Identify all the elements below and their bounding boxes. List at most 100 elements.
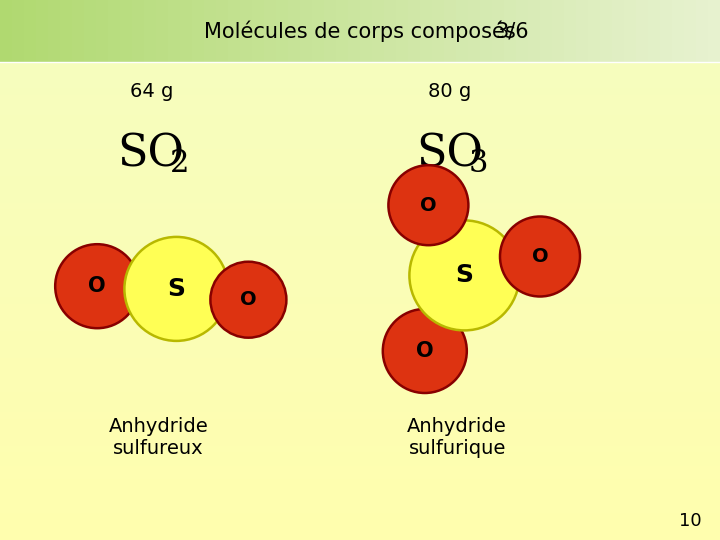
Bar xyxy=(0,14,720,20)
Bar xyxy=(48,0,60,62)
Bar xyxy=(0,115,720,122)
Text: S: S xyxy=(456,264,474,287)
Bar xyxy=(192,0,204,62)
Bar xyxy=(0,209,720,216)
Text: 64 g: 64 g xyxy=(130,82,173,102)
Bar xyxy=(468,0,480,62)
Bar xyxy=(0,222,720,230)
Bar xyxy=(0,513,720,519)
Circle shape xyxy=(210,262,287,338)
Circle shape xyxy=(383,309,467,393)
Bar xyxy=(0,135,720,141)
Bar xyxy=(0,68,720,74)
Bar xyxy=(0,364,720,372)
Bar xyxy=(0,324,720,330)
Bar xyxy=(0,291,720,297)
Bar xyxy=(0,507,720,513)
Bar xyxy=(0,372,720,378)
Circle shape xyxy=(55,244,139,328)
Bar xyxy=(0,168,720,176)
Bar xyxy=(672,0,684,62)
Bar xyxy=(0,216,720,222)
Bar xyxy=(420,0,432,62)
Bar xyxy=(492,0,504,62)
Bar xyxy=(0,534,720,540)
Bar xyxy=(36,0,48,62)
Bar xyxy=(0,330,720,338)
Bar xyxy=(0,418,720,426)
Bar xyxy=(0,384,720,391)
Bar xyxy=(684,0,696,62)
Bar xyxy=(72,0,84,62)
Bar xyxy=(0,526,720,534)
Bar xyxy=(660,0,672,62)
Bar xyxy=(564,0,576,62)
Bar xyxy=(0,202,720,209)
Circle shape xyxy=(410,220,519,330)
Bar xyxy=(0,399,720,405)
Bar xyxy=(0,33,720,40)
Bar xyxy=(312,0,324,62)
Bar xyxy=(0,6,720,14)
Bar xyxy=(552,0,564,62)
Bar xyxy=(636,0,648,62)
Bar xyxy=(204,0,216,62)
Bar xyxy=(0,20,720,27)
Bar xyxy=(336,0,348,62)
Bar xyxy=(120,0,132,62)
Bar xyxy=(456,0,468,62)
Bar xyxy=(0,284,720,291)
Text: 2: 2 xyxy=(169,148,189,179)
Bar xyxy=(84,0,96,62)
Bar xyxy=(0,519,720,526)
Bar xyxy=(0,357,720,364)
Bar xyxy=(12,0,24,62)
Bar xyxy=(360,0,372,62)
Bar xyxy=(24,0,36,62)
Bar xyxy=(0,405,720,411)
Bar xyxy=(0,351,720,357)
Text: O: O xyxy=(416,341,433,361)
Bar xyxy=(0,263,720,270)
Bar xyxy=(540,0,552,62)
Bar xyxy=(0,249,720,256)
Bar xyxy=(0,237,720,243)
Bar xyxy=(0,438,720,445)
Bar xyxy=(0,128,720,135)
Bar xyxy=(0,176,720,183)
Bar xyxy=(576,0,588,62)
Bar xyxy=(600,0,612,62)
Bar xyxy=(108,0,120,62)
Bar xyxy=(0,156,720,162)
Bar xyxy=(384,0,396,62)
Bar xyxy=(372,0,384,62)
Text: 3: 3 xyxy=(468,148,487,179)
Bar xyxy=(144,0,156,62)
Bar xyxy=(0,102,720,108)
Bar xyxy=(0,108,720,115)
Bar xyxy=(156,0,168,62)
Text: 10: 10 xyxy=(680,512,702,530)
Bar xyxy=(180,0,192,62)
Bar xyxy=(0,500,720,507)
Text: 3/6: 3/6 xyxy=(495,21,528,41)
Bar xyxy=(216,0,228,62)
Bar xyxy=(0,141,720,149)
Text: O: O xyxy=(240,290,257,309)
Bar xyxy=(0,446,720,453)
Bar xyxy=(0,54,720,60)
Bar xyxy=(60,0,72,62)
Bar xyxy=(0,378,720,384)
Bar xyxy=(588,0,600,62)
Bar xyxy=(612,0,624,62)
Bar xyxy=(0,492,720,500)
Bar xyxy=(504,0,516,62)
Bar xyxy=(168,0,180,62)
Bar xyxy=(0,472,720,480)
Bar xyxy=(0,426,720,432)
Bar xyxy=(0,465,720,472)
Bar xyxy=(648,0,660,62)
Bar xyxy=(0,459,720,465)
Bar xyxy=(264,0,276,62)
Bar xyxy=(0,432,720,438)
